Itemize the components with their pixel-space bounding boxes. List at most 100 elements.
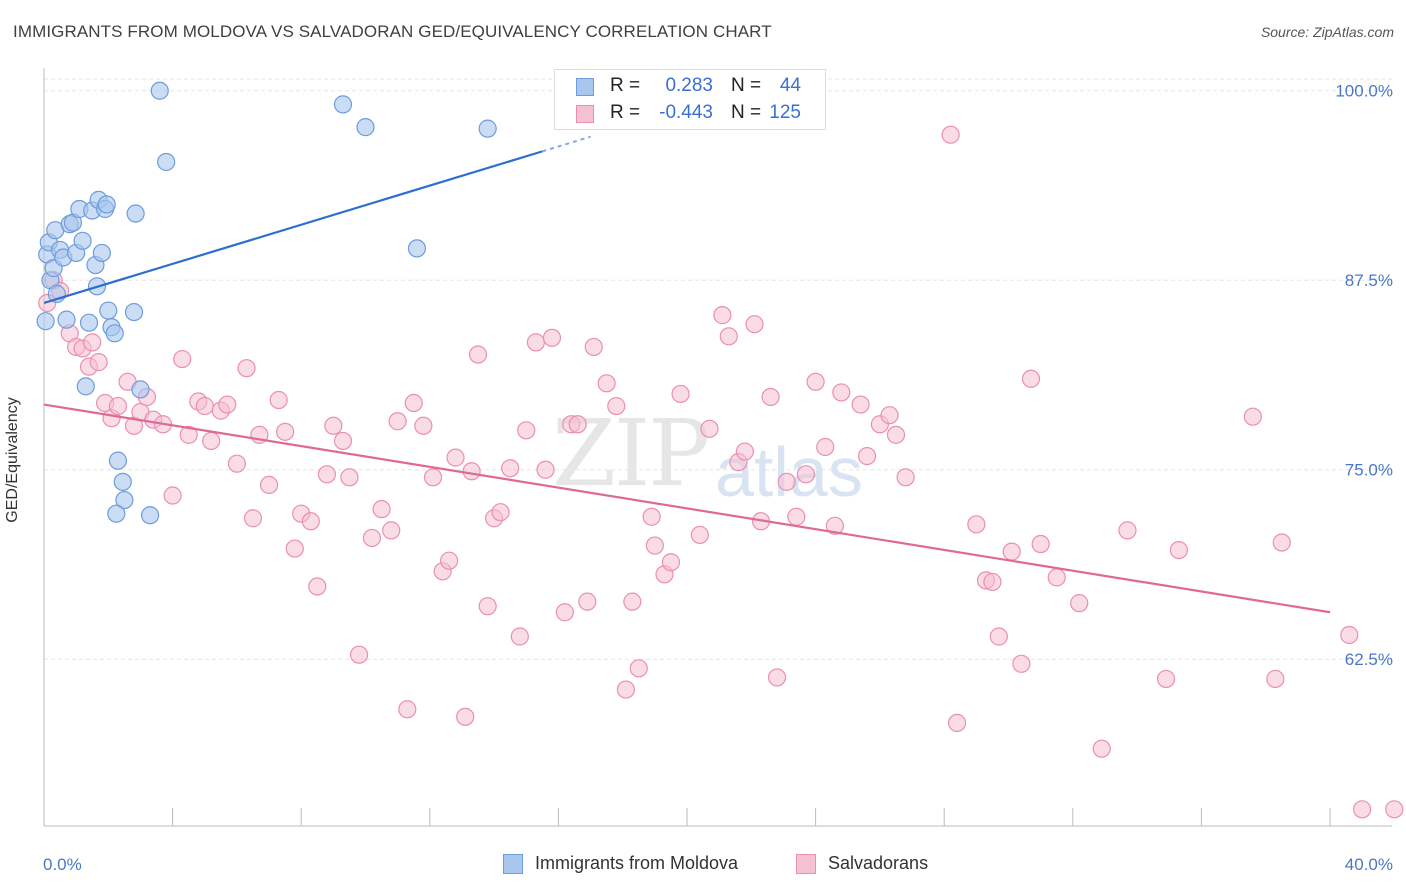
- moldova-point: [150, 81, 169, 100]
- source-label: Source: ZipAtlas.com: [1260, 24, 1394, 40]
- salvadoran-point: [607, 396, 626, 416]
- salvadoran-n-label: N =: [731, 102, 762, 123]
- salvadoran-point: [83, 333, 102, 352]
- moldova-point: [407, 239, 427, 258]
- salvadoran-point: [388, 412, 407, 431]
- moldova-point: [97, 195, 116, 214]
- moldova-point: [115, 490, 134, 510]
- moldova-point: [478, 119, 497, 138]
- salvadoran-point: [1021, 369, 1041, 388]
- moldova-point: [126, 204, 145, 223]
- salvadoran-point: [642, 507, 661, 526]
- salvadoran-point: [163, 486, 182, 505]
- salvadoran-point: [851, 395, 870, 414]
- x-tick-label-max: 40.0%: [1345, 855, 1393, 874]
- salvadoran-point: [462, 462, 481, 481]
- salvadoran-point: [761, 387, 780, 407]
- salvadoran-point: [1243, 407, 1262, 426]
- salvadoran-point: [1266, 669, 1285, 689]
- salvadoran-point: [671, 384, 690, 404]
- salvadoran-point: [719, 327, 738, 346]
- salvadoran-point: [398, 700, 417, 719]
- salvadoran-point: [584, 337, 603, 357]
- moldova-n-value: 44: [779, 75, 801, 96]
- salvadoran-point: [372, 500, 391, 519]
- salvadoran-point: [555, 603, 574, 622]
- salvadoran-point: [645, 536, 664, 555]
- chart-title: IMMIGRANTS FROM MOLDOVA VS SALVADORAN GE…: [13, 22, 772, 41]
- salvadoran-point: [886, 425, 906, 444]
- x-tick-labels: 0.0% 40.0%: [43, 855, 1393, 874]
- salvadoran-point: [1156, 669, 1176, 689]
- salvadoran-point: [777, 472, 796, 491]
- legend-moldova-label: Immigrants from Moldova: [535, 853, 739, 873]
- y-tick-label-2: 87.5%: [1345, 271, 1393, 290]
- moldova-point: [140, 506, 160, 525]
- salvadoran-point: [745, 315, 764, 334]
- moldova-point: [105, 324, 124, 343]
- axes: [43, 68, 1392, 827]
- salvadoran-point: [661, 553, 681, 572]
- salvadoran-point: [568, 415, 587, 434]
- moldova-n-label: N =: [731, 75, 762, 96]
- salvadoran-point: [478, 597, 497, 616]
- salvadoran-point: [456, 707, 475, 726]
- salvadoran-point: [1340, 625, 1359, 645]
- salvadoran-point: [1092, 739, 1111, 758]
- salvadoran-point: [202, 431, 221, 451]
- salvadoran-point: [1118, 521, 1137, 540]
- salvadoran-point: [816, 437, 835, 457]
- salvadoran-point: [690, 525, 709, 545]
- moldova-point: [157, 152, 176, 172]
- moldova-point: [113, 472, 132, 491]
- salvadoran-point: [510, 627, 529, 646]
- salvadoran-point: [967, 515, 986, 534]
- moldova-point: [107, 504, 126, 523]
- salvadoran-n-value: 125: [769, 102, 801, 123]
- moldova-point: [79, 313, 99, 332]
- y-tick-labels: 62.5% 75.0% 87.5% 100.0%: [1335, 82, 1393, 669]
- salvadoran-point: [735, 442, 754, 461]
- salvadoran-point: [1385, 800, 1404, 819]
- salvadoran-point: [108, 396, 128, 416]
- salvadoran-point: [796, 465, 816, 484]
- salvadoran-point: [269, 390, 288, 410]
- salvadoran-point: [404, 393, 423, 413]
- salvadoran-point: [285, 539, 304, 558]
- salvadoran-point: [616, 680, 636, 699]
- salvadoran-point: [468, 345, 488, 364]
- salvadoran-point: [195, 396, 214, 416]
- salvadoran-point: [362, 528, 382, 548]
- salvadoran-point: [526, 333, 545, 352]
- salvadoran-point: [308, 577, 327, 596]
- salvadoran-point: [423, 468, 443, 487]
- salvadoran-point: [317, 465, 337, 484]
- moldova-point: [73, 231, 92, 250]
- salvadoran-point: [179, 425, 198, 444]
- salvadoran-point: [446, 448, 465, 467]
- moldova-point: [99, 301, 118, 320]
- moldova-trend-line: [43, 150, 543, 305]
- salvadoran-point: [597, 374, 616, 393]
- y-tick-label-3: 100.0%: [1335, 82, 1393, 101]
- moldova-point: [76, 377, 95, 396]
- salvadoran-point: [1353, 800, 1372, 819]
- salvadoran-trend-line: [43, 403, 1331, 614]
- salvadoran-point: [857, 446, 877, 466]
- salvadoran-point: [1047, 568, 1066, 587]
- moldova-point: [57, 310, 76, 329]
- salvadoran-point: [173, 349, 192, 369]
- moldova-point: [92, 243, 111, 263]
- salvadoran-point: [806, 372, 825, 391]
- salvadoran-point: [414, 416, 433, 435]
- moldova-trend-extension: [542, 135, 591, 153]
- moldova-point: [333, 95, 353, 114]
- salvadoran-point: [880, 406, 899, 425]
- salvadoran-point: [578, 592, 597, 611]
- salvadoran-swatch: [576, 105, 594, 123]
- salvadoran-point: [713, 306, 732, 325]
- salvadoran-point: [983, 572, 1002, 592]
- salvadoran-point: [536, 460, 555, 479]
- salvadoran-point: [1169, 540, 1188, 560]
